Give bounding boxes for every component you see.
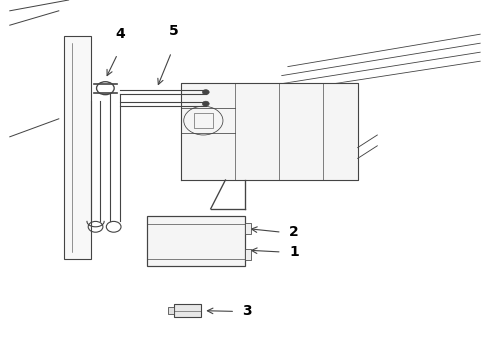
Circle shape	[202, 101, 209, 106]
Text: 4: 4	[115, 27, 125, 41]
Bar	[245, 222, 251, 234]
Bar	[168, 307, 174, 314]
Text: 3: 3	[243, 305, 252, 318]
Bar	[64, 36, 91, 259]
Text: 1: 1	[289, 245, 299, 259]
Polygon shape	[181, 83, 358, 180]
Text: 2: 2	[289, 225, 299, 239]
Bar	[194, 113, 213, 128]
Bar	[147, 216, 245, 266]
Bar	[174, 304, 201, 317]
Bar	[245, 249, 251, 260]
Text: 5: 5	[169, 24, 179, 38]
Circle shape	[202, 90, 209, 95]
